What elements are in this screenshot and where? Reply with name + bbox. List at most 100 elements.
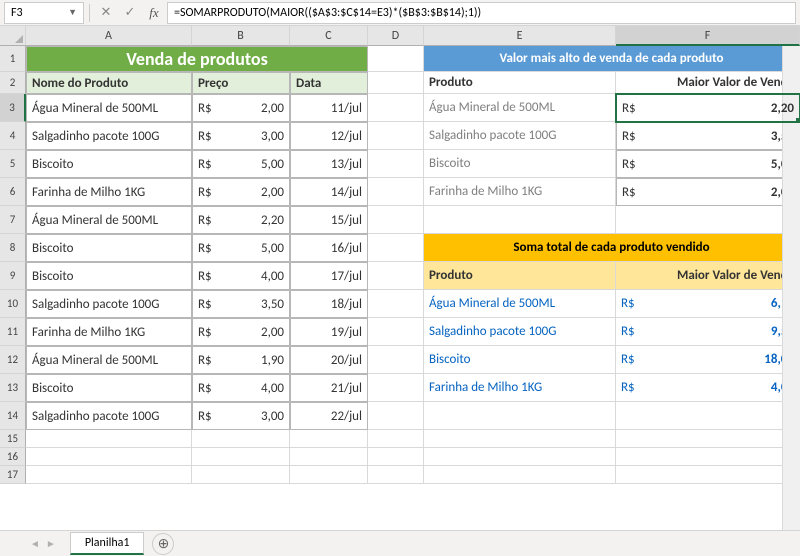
empty-cell[interactable]: [192, 448, 290, 466]
row-header[interactable]: 8: [0, 234, 26, 262]
sum-product[interactable]: Água Mineral de 500ML: [424, 290, 616, 318]
cell-D3[interactable]: [368, 94, 424, 122]
product-name[interactable]: Água Mineral de 500ML: [26, 94, 192, 122]
row-header[interactable]: 3: [0, 94, 26, 122]
empty-cell[interactable]: [424, 466, 616, 484]
product-name[interactable]: Biscoito: [26, 150, 192, 178]
cell-D5[interactable]: [368, 150, 424, 178]
column-header[interactable]: F: [616, 26, 800, 46]
empty-cell[interactable]: [368, 430, 424, 448]
sum-value[interactable]: R$4,00: [616, 374, 800, 402]
empty-cell[interactable]: [192, 430, 290, 448]
empty-cell[interactable]: [616, 448, 800, 466]
row-header[interactable]: 9: [0, 262, 26, 290]
cell-F7[interactable]: [616, 206, 800, 234]
cell-D10[interactable]: [368, 290, 424, 318]
cell-D9[interactable]: [368, 262, 424, 290]
cell-D14[interactable]: [368, 402, 424, 430]
product-price[interactable]: R$2,00: [192, 94, 290, 122]
sum-value[interactable]: R$6,10: [616, 290, 800, 318]
cell-D4[interactable]: [368, 122, 424, 150]
row-header[interactable]: 16: [0, 448, 26, 466]
empty-cell[interactable]: [26, 430, 192, 448]
empty-cell[interactable]: [368, 448, 424, 466]
name-box[interactable]: F3 ▼: [4, 2, 84, 24]
sum-product[interactable]: Farinha de Milho 1KG: [424, 374, 616, 402]
row-header[interactable]: 17: [0, 466, 26, 484]
product-price[interactable]: R$4,00: [192, 374, 290, 402]
max-value[interactable]: R$5,00: [616, 150, 800, 178]
empty-cell[interactable]: [616, 430, 800, 448]
max-product[interactable]: Água Mineral de 500ML: [424, 94, 616, 122]
confirm-icon[interactable]: ✓: [119, 2, 141, 24]
product-price[interactable]: R$2,20: [192, 206, 290, 234]
row-header[interactable]: 11: [0, 318, 26, 346]
sheet-tab[interactable]: Planilha1: [70, 532, 145, 555]
cell-F14[interactable]: [616, 402, 800, 430]
select-all-corner[interactable]: [0, 26, 26, 46]
empty-cell[interactable]: [290, 466, 368, 484]
product-date[interactable]: 21/jul: [290, 374, 368, 402]
product-date[interactable]: 11/jul: [290, 94, 368, 122]
max-product[interactable]: Farinha de Milho 1KG: [424, 178, 616, 206]
cell-D1[interactable]: [368, 46, 424, 72]
row-header[interactable]: 6: [0, 178, 26, 206]
product-date[interactable]: 12/jul: [290, 122, 368, 150]
product-price[interactable]: R$1,90: [192, 346, 290, 374]
row-header[interactable]: 12: [0, 346, 26, 374]
product-date[interactable]: 22/jul: [290, 402, 368, 430]
chevron-down-icon[interactable]: ▼: [68, 7, 77, 18]
nav-prev-icon[interactable]: ◄: [30, 537, 40, 550]
row-header[interactable]: 15: [0, 430, 26, 448]
fx-icon[interactable]: fx: [143, 2, 165, 24]
row-header[interactable]: 14: [0, 402, 26, 430]
empty-cell[interactable]: [26, 448, 192, 466]
empty-cell[interactable]: [290, 430, 368, 448]
product-date[interactable]: 13/jul: [290, 150, 368, 178]
product-name[interactable]: Biscoito: [26, 262, 192, 290]
product-price[interactable]: R$5,00: [192, 150, 290, 178]
empty-cell[interactable]: [616, 466, 800, 484]
spreadsheet-grid[interactable]: ABCDEF1Venda de produtosValor mais alto …: [0, 26, 800, 484]
row-header[interactable]: 2: [0, 72, 26, 94]
product-price[interactable]: R$2,00: [192, 178, 290, 206]
cell-D11[interactable]: [368, 318, 424, 346]
product-price[interactable]: R$3,00: [192, 122, 290, 150]
product-name[interactable]: Salgadinho pacote 100G: [26, 290, 192, 318]
product-date[interactable]: 20/jul: [290, 346, 368, 374]
column-header[interactable]: D: [368, 26, 424, 46]
max-product[interactable]: Salgadinho pacote 100G: [424, 122, 616, 150]
product-date[interactable]: 16/jul: [290, 234, 368, 262]
column-header[interactable]: A: [26, 26, 192, 46]
cell-E7[interactable]: [424, 206, 616, 234]
product-price[interactable]: R$3,00: [192, 402, 290, 430]
product-name[interactable]: Farinha de Milho 1KG: [26, 318, 192, 346]
cancel-icon[interactable]: ✕: [95, 2, 117, 24]
product-price[interactable]: R$5,00: [192, 234, 290, 262]
column-header[interactable]: C: [290, 26, 368, 46]
row-header[interactable]: 5: [0, 150, 26, 178]
row-header[interactable]: 13: [0, 374, 26, 402]
empty-cell[interactable]: [424, 448, 616, 466]
cell-D13[interactable]: [368, 374, 424, 402]
sum-product[interactable]: Biscoito: [424, 346, 616, 374]
empty-cell[interactable]: [424, 430, 616, 448]
product-name[interactable]: Farinha de Milho 1KG: [26, 178, 192, 206]
nav-next-icon[interactable]: ►: [46, 537, 56, 550]
product-name[interactable]: Salgadinho pacote 100G: [26, 122, 192, 150]
column-header[interactable]: E: [424, 26, 616, 46]
empty-cell[interactable]: [290, 448, 368, 466]
row-header[interactable]: 10: [0, 290, 26, 318]
max-value[interactable]: R$2,20: [616, 94, 800, 122]
product-name[interactable]: Água Mineral de 500ML: [26, 346, 192, 374]
max-value[interactable]: R$3,50: [616, 122, 800, 150]
product-price[interactable]: R$2,00: [192, 318, 290, 346]
product-price[interactable]: R$3,50: [192, 290, 290, 318]
max-product[interactable]: Biscoito: [424, 150, 616, 178]
product-date[interactable]: 14/jul: [290, 178, 368, 206]
product-date[interactable]: 19/jul: [290, 318, 368, 346]
cell-D2[interactable]: [368, 72, 424, 94]
product-name[interactable]: Água Mineral de 500ML: [26, 206, 192, 234]
product-name[interactable]: Biscoito: [26, 234, 192, 262]
formula-input[interactable]: =SOMARPRODUTO(MAIOR(($A$3:$C$14=E3)*($B$…: [167, 2, 796, 24]
